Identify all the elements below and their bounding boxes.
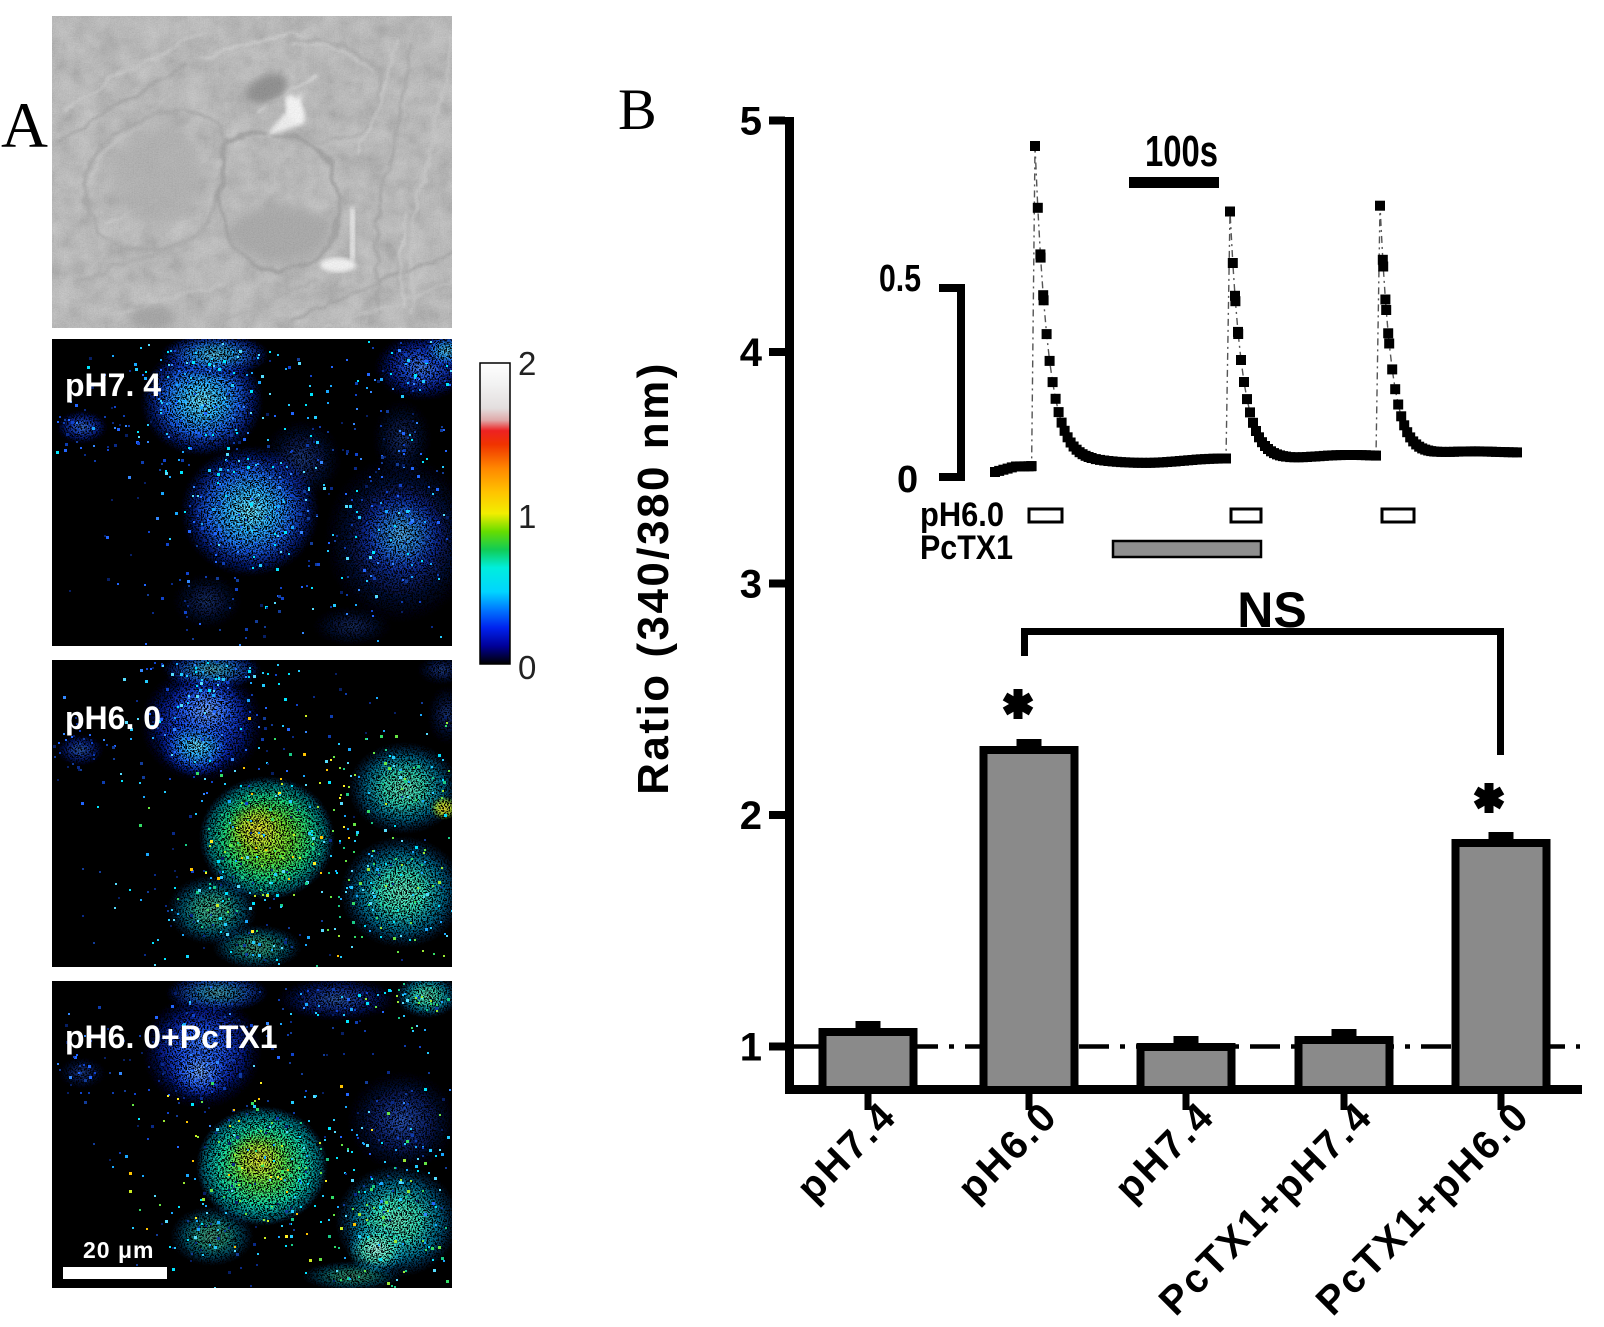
svg-text:100s: 100s <box>1145 127 1218 176</box>
svg-text:A: A <box>1 90 48 162</box>
svg-text:pH6. 0+PcTX1: pH6. 0+PcTX1 <box>65 1019 278 1055</box>
svg-text:PcTX1: PcTX1 <box>920 529 1013 567</box>
svg-text:0.5: 0.5 <box>879 258 921 300</box>
svg-text:20 μm: 20 μm <box>83 1237 155 1263</box>
svg-text:4: 4 <box>740 331 763 375</box>
svg-text:NS: NS <box>1237 582 1306 638</box>
svg-text:pH6.0: pH6.0 <box>920 496 1004 534</box>
svg-text:1: 1 <box>740 1026 762 1070</box>
svg-text:5: 5 <box>740 100 762 144</box>
svg-text:pH6. 0: pH6. 0 <box>65 700 161 736</box>
svg-text:B: B <box>618 77 657 142</box>
svg-text:2: 2 <box>518 345 536 382</box>
svg-text:2: 2 <box>740 794 762 838</box>
svg-text:pH7. 4: pH7. 4 <box>65 367 161 403</box>
svg-text:3: 3 <box>740 563 762 607</box>
svg-text:1: 1 <box>518 498 536 535</box>
svg-text:Ratio (340/380 nm): Ratio (340/380 nm) <box>629 361 678 795</box>
svg-text:0: 0 <box>897 459 918 501</box>
svg-text:0: 0 <box>518 649 536 686</box>
